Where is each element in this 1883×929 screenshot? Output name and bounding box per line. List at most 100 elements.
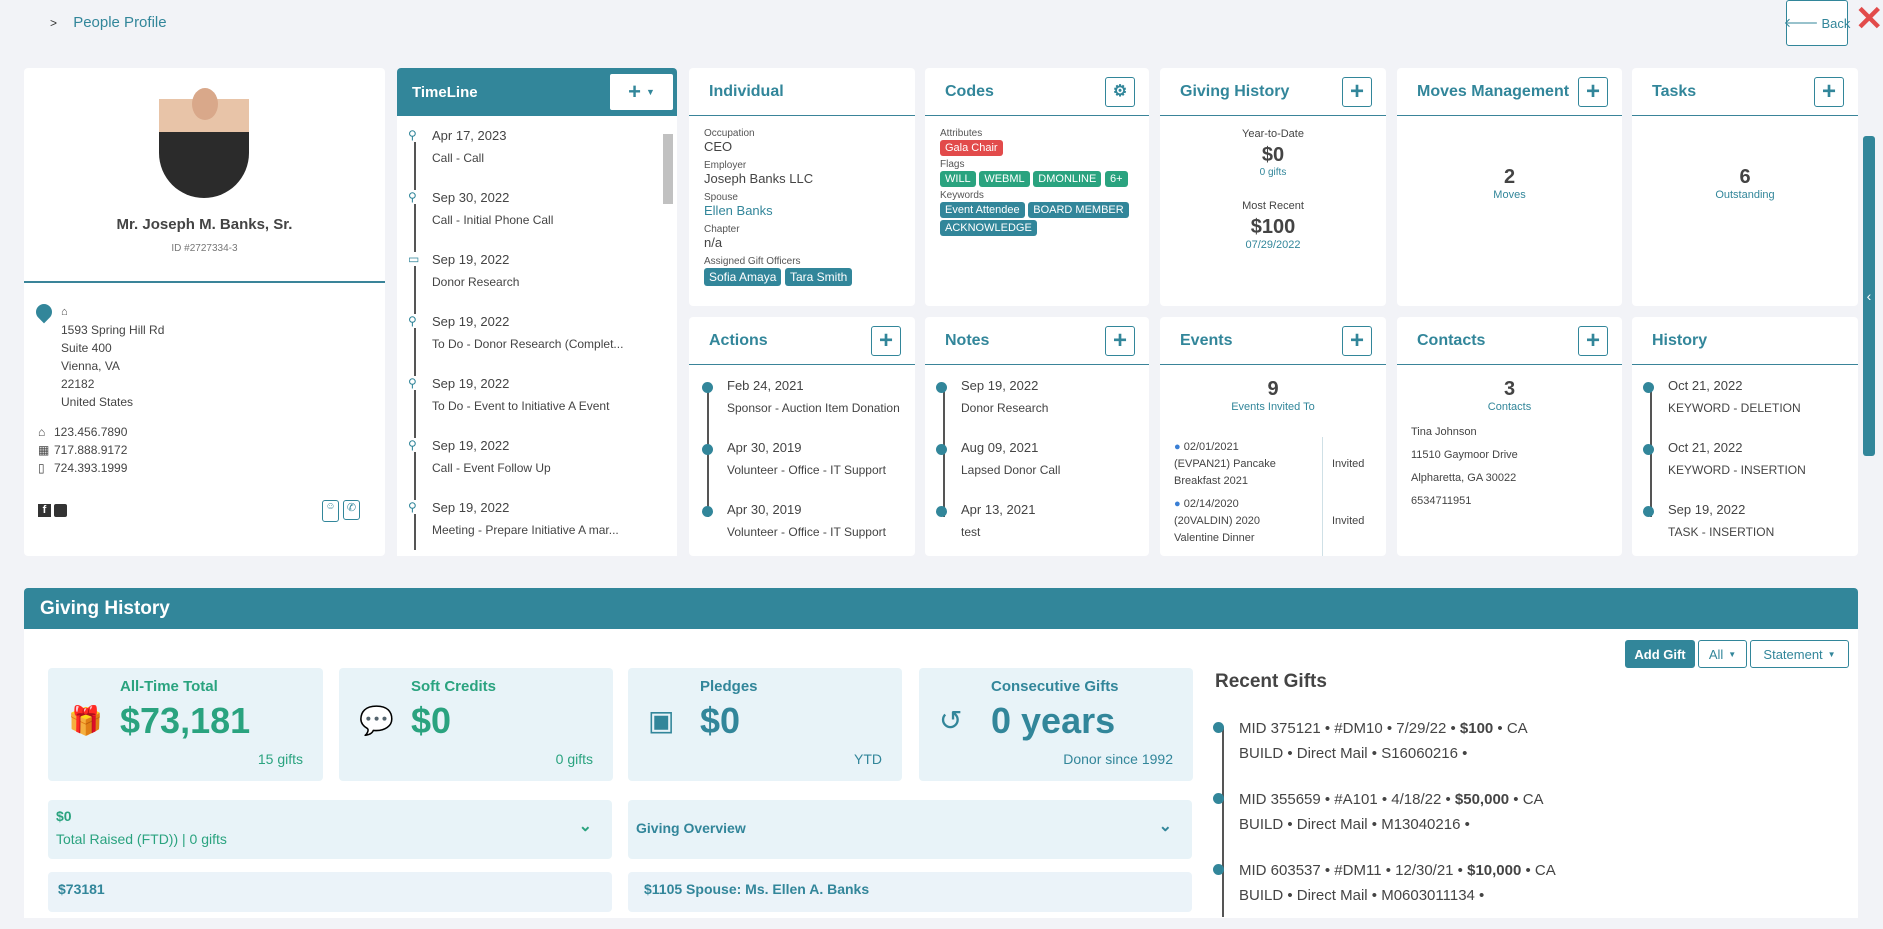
add-event-button[interactable]: +	[1342, 325, 1372, 356]
breadcrumb-current[interactable]: People Profile	[73, 14, 167, 31]
keyword-tag[interactable]: Event Attendee	[940, 202, 1025, 218]
work-phone[interactable]: 717.888.9172	[54, 443, 128, 457]
phone-icon[interactable]: ✆	[343, 500, 360, 520]
recent-gift-item[interactable]: MID 603537 • #DM11 • 12/30/21 • $10,000 …	[1213, 858, 1556, 929]
events-link[interactable]: Events Invited To	[1231, 401, 1315, 413]
bullet-icon: ●	[1174, 498, 1181, 510]
avatar	[159, 88, 249, 198]
contacts-count: 3	[1503, 378, 1516, 400]
keyword-tag[interactable]: ACKNOWLEDGE	[940, 220, 1037, 236]
flags-label: Flags	[940, 159, 965, 170]
filter-dropdown[interactable]: All ▼	[1698, 640, 1747, 668]
contact-name[interactable]: Tina Johnson	[1411, 426, 1477, 438]
history-date: Oct 21, 2022	[1668, 440, 1743, 455]
twitter-icon[interactable]	[54, 504, 67, 517]
gift-amount: $10,000	[1467, 862, 1522, 879]
keyword-tag[interactable]: BOARD MEMBER	[1028, 202, 1129, 218]
side-panel-toggle[interactable]: ‹	[1863, 136, 1875, 456]
stat-title: All-Time Total	[120, 678, 218, 695]
mobile-phone[interactable]: 724.393.1999	[54, 461, 128, 475]
timeline-item[interactable]: ⚲ Sep 19, 2022 Call - Event Follow Up	[397, 438, 657, 500]
facebook-icon[interactable]: f	[38, 504, 51, 517]
add-task-button[interactable]: +	[1814, 76, 1844, 107]
gift-amount: $100	[1459, 720, 1494, 737]
chevron-down-icon[interactable]: ⌄	[578, 818, 592, 835]
add-action-button[interactable]: +	[871, 325, 901, 356]
notes-date: Aug 09, 2021	[961, 440, 1039, 455]
address-line: 1593 Spring Hill Rd	[61, 323, 165, 337]
add-giving-button[interactable]: +	[1342, 76, 1372, 107]
total-raised-label: Total Raised (FTD)) | 0 gifts	[56, 831, 227, 847]
gift-state: • CA	[1509, 791, 1544, 808]
close-icon[interactable]: ✕	[1855, 0, 1883, 38]
events-title: Events	[1180, 331, 1233, 349]
address-line: Suite 400	[61, 341, 112, 355]
tasks-link[interactable]: Outstanding	[1715, 189, 1775, 201]
event-item[interactable]: ● 08/09/2018	[1174, 553, 1304, 556]
notes-item[interactable]: Sep 19, 2022 Donor Research	[936, 378, 1149, 440]
history-item[interactable]: Sep 19, 2022 TASK - INSERTION	[1643, 502, 1858, 556]
gear-icon: ⚙	[1112, 82, 1128, 100]
total-raised-panel[interactable]: $0 Total Raised (FTD)) | 0 gifts ⌄	[48, 800, 612, 859]
recent-gift-item[interactable]: MID 355659 • #A101 • 4/18/22 • $50,000 •…	[1213, 787, 1556, 858]
officer-tag[interactable]: Sofia Amaya	[704, 268, 782, 286]
pushpin-icon: ⚲	[408, 500, 417, 514]
recent-label: Most Recent	[1242, 200, 1304, 212]
timeline-text: Donor Research	[432, 275, 520, 289]
event-item[interactable]: ● 02/01/2021 (EVPAN21) Pancake Breakfast …	[1174, 439, 1364, 496]
moves-count: 2	[1503, 166, 1516, 188]
home-phone[interactable]: 123.456.7890	[54, 425, 128, 439]
history-item[interactable]: Oct 21, 2022 KEYWORD - DELETION	[1643, 378, 1858, 440]
ytd-gifts-link[interactable]: 0 gifts	[1259, 167, 1287, 178]
flag-tag[interactable]: WEBML	[979, 171, 1030, 187]
codes-settings-button[interactable]: ⚙	[1105, 76, 1135, 107]
statement-dropdown[interactable]: Statement ▼	[1750, 640, 1849, 668]
add-gift-button[interactable]: Add Gift	[1625, 640, 1695, 668]
actions-text: Sponsor - Auction Item Donation	[727, 401, 900, 415]
location-pin-icon	[32, 300, 56, 324]
spouse-link[interactable]: Ellen Banks	[704, 203, 773, 218]
recent-gift-item[interactable]: MID 375121 • #DM10 • 7/29/22 • $100 • CA…	[1213, 716, 1556, 787]
timeline-item[interactable]: ⚲ Sep 19, 2022 To Do - Event to Initiative…	[397, 376, 657, 438]
history-item[interactable]: Oct 21, 2022 KEYWORD - INSERTION	[1643, 440, 1858, 502]
actions-date: Apr 30, 2019	[727, 502, 802, 517]
recent-date-link[interactable]: 07/29/2022	[1245, 239, 1301, 251]
contacts-link[interactable]: Contacts	[1487, 401, 1532, 413]
timeline-item[interactable]: ⚲ Sep 19, 2022 To Do - Donor Research (Com…	[397, 314, 657, 376]
flag-tag[interactable]: WILL	[940, 171, 976, 187]
add-contact-button[interactable]: +	[1578, 325, 1608, 356]
history-card: History Oct 21, 2022 KEYWORD - DELETION Oc…	[1632, 317, 1858, 556]
flag-tag[interactable]: DMONLINE	[1033, 171, 1102, 187]
chevron-down-icon[interactable]: ⌄	[1158, 818, 1172, 835]
add-move-button[interactable]: +	[1578, 76, 1608, 107]
timeline-item[interactable]: ⚲ Sep 19, 2022 Meeting - Prepare Initiativ…	[397, 500, 657, 556]
attribute-tag[interactable]: Gala Chair	[940, 140, 1003, 156]
tasks-title: Tasks	[1652, 82, 1697, 100]
back-button[interactable]: 🡐 Back	[1784, 0, 1850, 46]
history-date: Sep 19, 2022	[1668, 502, 1746, 517]
stat-value: $0	[411, 700, 452, 741]
breadcrumb: > People Profile	[50, 14, 167, 31]
flag-more-tag[interactable]: 6+	[1104, 171, 1128, 187]
notes-item[interactable]: Aug 09, 2021 Lapsed Donor Call	[936, 440, 1149, 502]
caret-down-icon: ▼	[1728, 649, 1737, 659]
timeline-scrollbar[interactable]	[663, 134, 673, 204]
officer-tag[interactable]: Tara Smith	[785, 268, 853, 286]
giving-overview-panel[interactable]: Giving Overview ⌄	[628, 800, 1192, 859]
contact-card-icon[interactable]: ☺	[322, 500, 339, 522]
stat-title: Consecutive Gifts	[991, 678, 1119, 695]
notes-item[interactable]: Apr 13, 2021 test	[936, 502, 1149, 556]
actions-item[interactable]: Apr 30, 2019 Volunteer - Office - IT Supp…	[702, 502, 915, 556]
actions-item[interactable]: Feb 24, 2021 Sponsor - Auction Item Donat…	[702, 378, 915, 440]
timeline-dot	[702, 444, 713, 455]
stat-card: Consecutive Gifts ↺ 0 years Donor since 199…	[919, 668, 1193, 781]
timeline-item[interactable]: ⚲ Apr 17, 2023 Call - Call	[397, 128, 657, 190]
history-text: KEYWORD - DELETION	[1668, 401, 1801, 415]
actions-item[interactable]: Apr 30, 2019 Volunteer - Office - IT Supp…	[702, 440, 915, 502]
event-item[interactable]: ● 02/14/2020 (20VALDIN) 2020 Valentine Di…	[1174, 496, 1364, 553]
timeline-item[interactable]: ⚲ Sep 30, 2022 Call - Initial Phone Call	[397, 190, 657, 252]
add-note-button[interactable]: +	[1105, 325, 1135, 356]
timeline-add-dropdown[interactable]: + ▼	[610, 74, 673, 110]
timeline-item[interactable]: ▭ Sep 19, 2022 Donor Research	[397, 252, 657, 314]
moves-link[interactable]: Moves	[1493, 189, 1526, 201]
